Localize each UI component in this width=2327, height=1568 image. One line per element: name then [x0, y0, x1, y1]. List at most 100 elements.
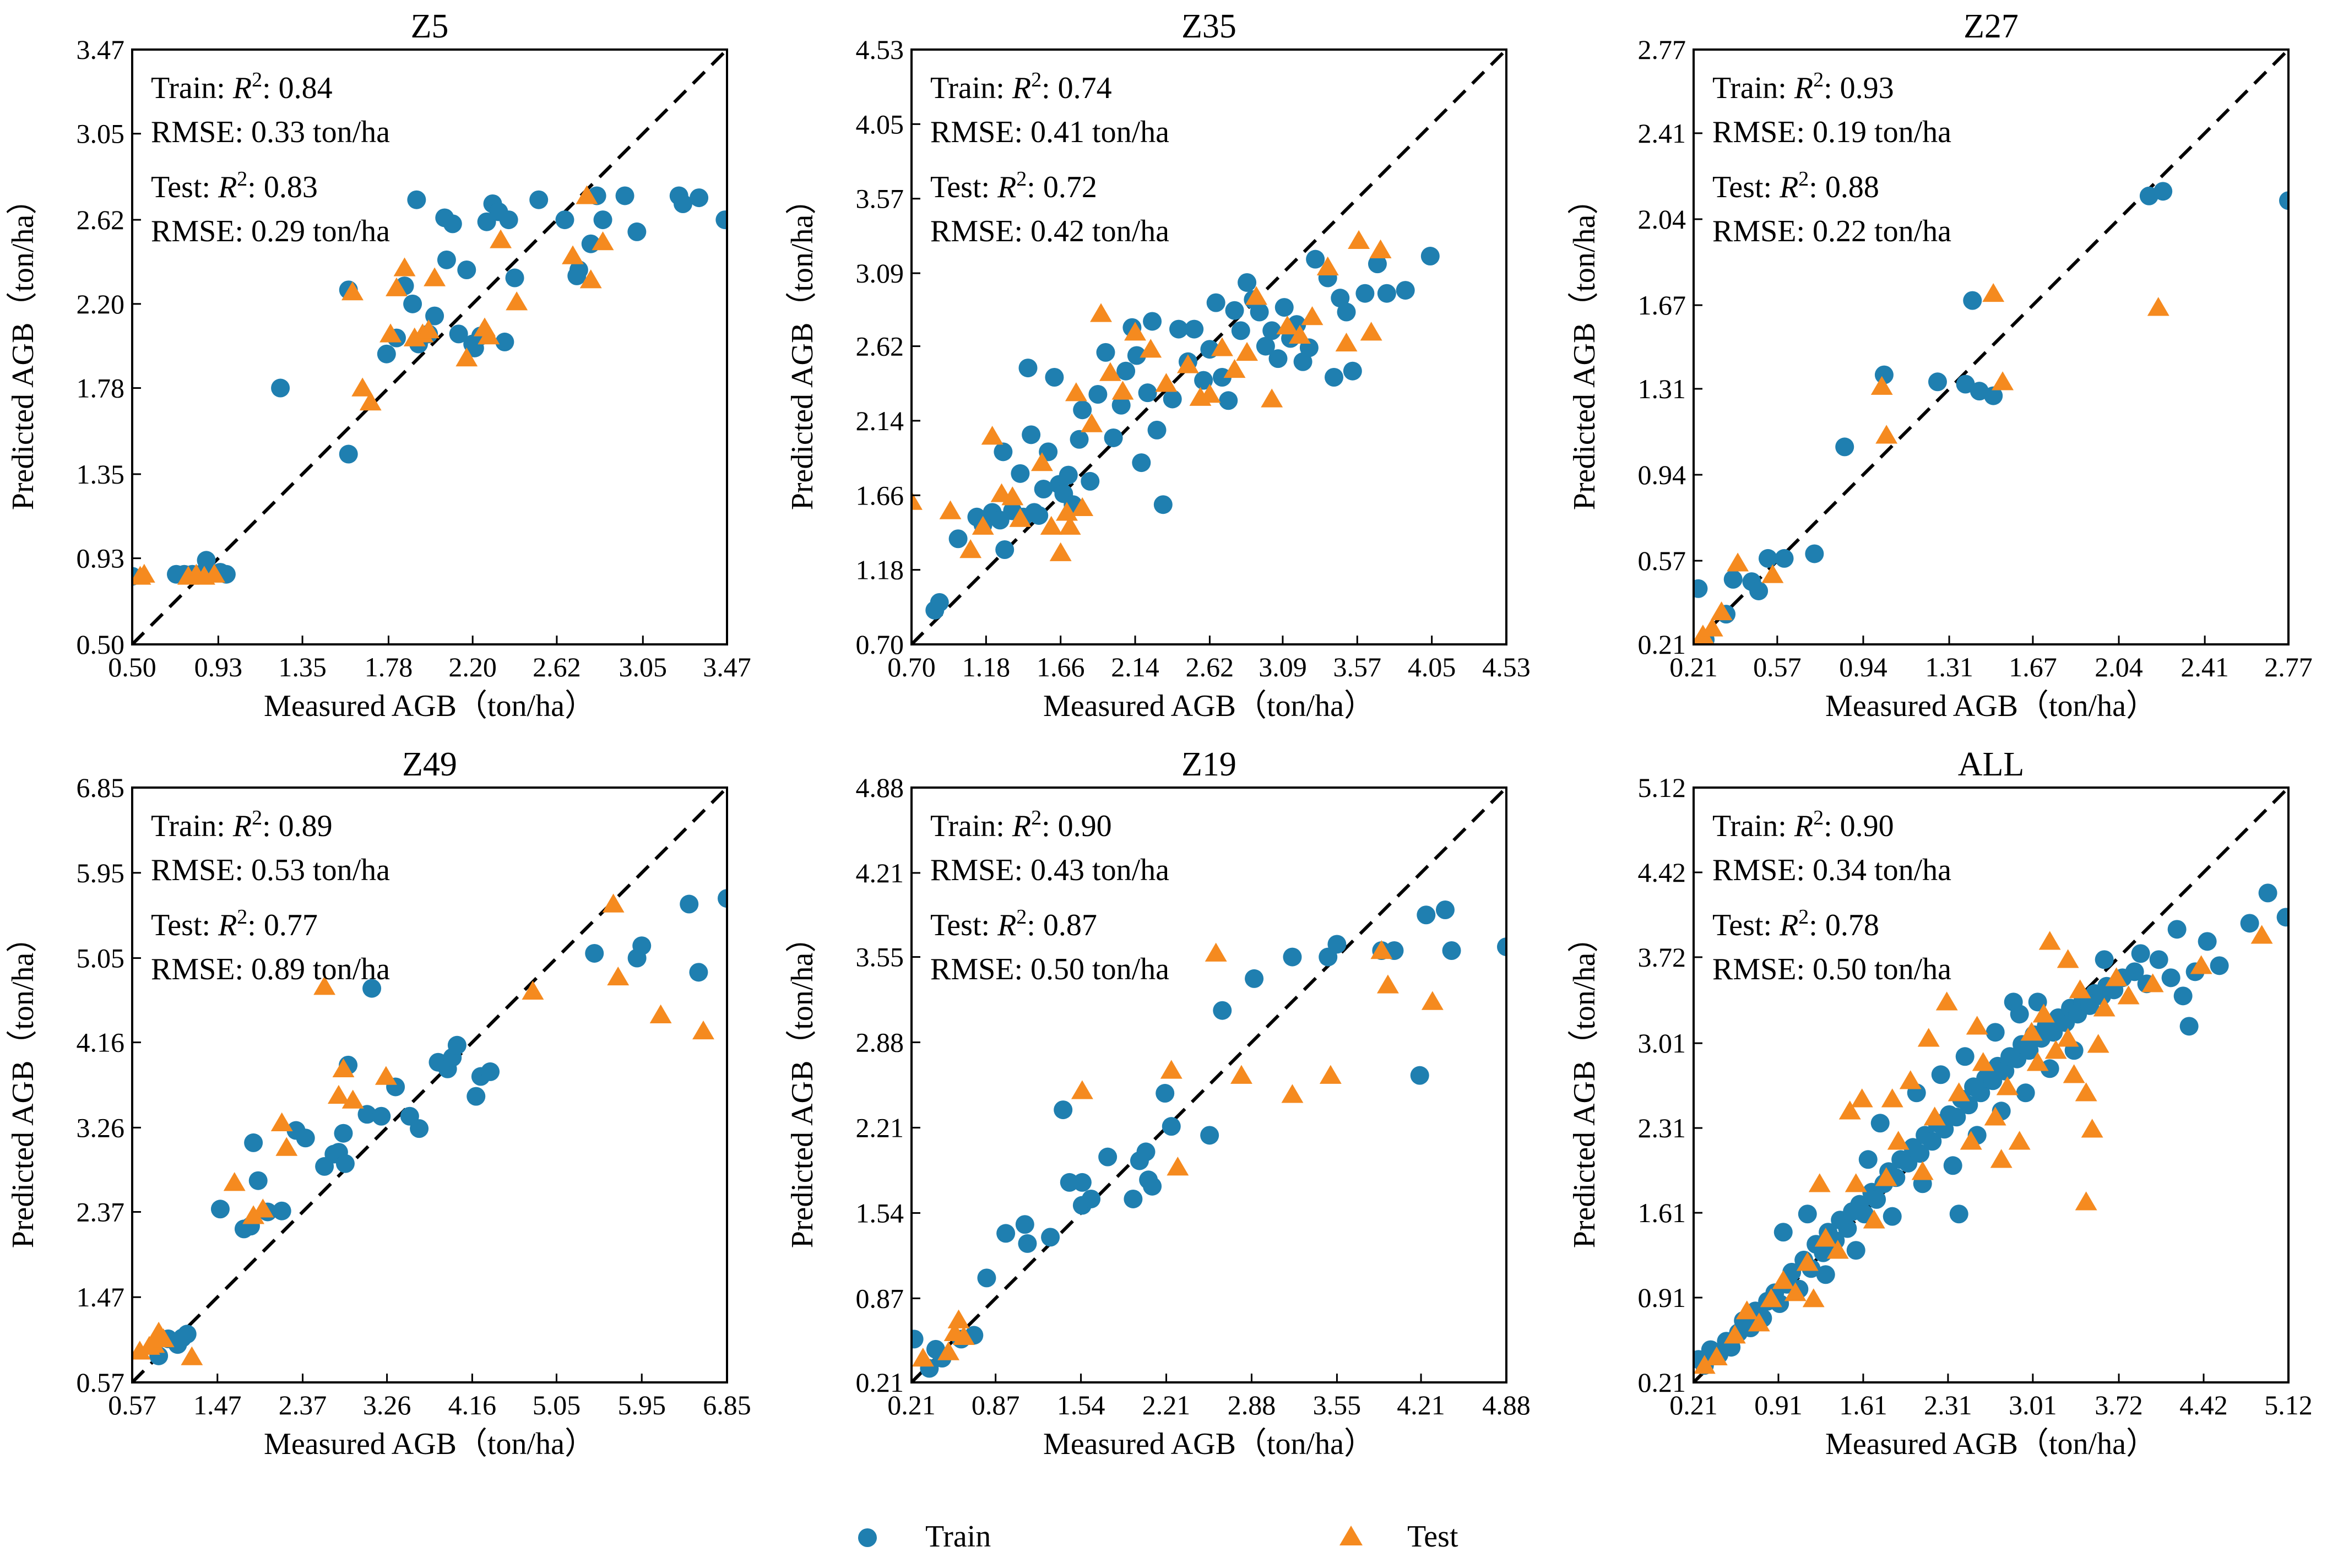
test-point — [1808, 1173, 1831, 1192]
x-tick-label: 1.35 — [278, 652, 327, 682]
x-tick-label: 2.14 — [1111, 652, 1159, 682]
test-point — [1710, 601, 1733, 621]
train-point — [1072, 1173, 1092, 1192]
test-rmse-text: RMSE: 0.22 ton/ha — [1712, 214, 1951, 248]
test-point — [1124, 322, 1147, 341]
test-point — [1276, 315, 1299, 335]
y-tick-label: 0.21 — [856, 1367, 904, 1398]
x-tick-label: 0.50 — [108, 652, 156, 682]
panel-title: Z35 — [1181, 8, 1236, 45]
axes-frame — [1693, 48, 2290, 645]
axes-frame — [131, 48, 728, 645]
test-point — [1966, 1016, 1988, 1035]
test-point — [2044, 1040, 2067, 1059]
test-point — [1935, 991, 1958, 1011]
train-point — [2240, 914, 2259, 933]
y-axis-label: Predicted AGB（ton/ha） — [785, 184, 820, 511]
test-point — [327, 1084, 350, 1104]
train-point — [1136, 1142, 1156, 1162]
test-point — [2057, 1028, 2079, 1047]
test-point — [1911, 1161, 1934, 1180]
test-point — [1881, 1088, 1903, 1108]
test-point — [2032, 1003, 2055, 1023]
test-point — [1071, 1080, 1093, 1099]
train-point — [1096, 343, 1115, 362]
test-point — [1421, 991, 1444, 1010]
test-rmse-text: RMSE: 0.89 ton/ha — [151, 952, 390, 986]
y-tick-label: 1.47 — [77, 1282, 125, 1312]
train-point — [1874, 365, 1894, 384]
train-point — [2276, 908, 2288, 927]
test-point — [1319, 1065, 1342, 1084]
test-point — [1735, 1300, 1758, 1320]
y-tick-label: 4.53 — [856, 34, 904, 65]
test-r2-text: Test: R2: 0.88 — [1712, 167, 1879, 204]
test-point — [981, 426, 1004, 445]
test-point — [1090, 303, 1112, 322]
x-axis-label: Measured AGB（ton/ha） — [1043, 689, 1375, 723]
test-point — [393, 257, 416, 276]
train-point — [244, 1133, 263, 1152]
train-point — [1420, 247, 1440, 266]
y-tick-label: 1.18 — [856, 555, 904, 585]
y-tick-label: 2.20 — [77, 289, 125, 319]
train-point — [2279, 191, 2288, 210]
x-tick-label: 3.26 — [363, 1390, 411, 1420]
test-r2-text: Test: R2: 0.87 — [930, 905, 1097, 942]
x-tick-label: 2.21 — [1142, 1390, 1191, 1420]
test-point — [1360, 322, 1382, 341]
train-point — [1213, 1001, 1232, 1020]
train-point — [1138, 383, 1157, 403]
train-r2-text: Train: R2: 0.90 — [930, 806, 1112, 843]
train-r2-text: Train: R2: 0.93 — [1712, 68, 1894, 105]
train-point — [372, 1106, 391, 1126]
train-point — [555, 210, 574, 230]
test-point — [1814, 1228, 1837, 1247]
test-point — [2117, 985, 2140, 1005]
train-point — [996, 1224, 1016, 1243]
y-tick-label: 0.21 — [1638, 629, 1686, 660]
x-tick-label: 3.09 — [1259, 652, 1307, 682]
x-tick-label: 2.41 — [2180, 652, 2229, 682]
test-point — [2141, 973, 2164, 992]
y-tick-label: 1.31 — [1638, 373, 1686, 404]
test-point — [1996, 1076, 2019, 1095]
train-point — [1162, 1117, 1181, 1136]
train-point — [437, 250, 456, 269]
data-points — [1694, 883, 2288, 1375]
train-point — [1231, 321, 1250, 340]
x-tick-label: 0.21 — [1669, 652, 1718, 682]
test-point — [1990, 1149, 2013, 1168]
test-point — [1851, 1088, 1873, 1108]
train-point — [1377, 284, 1396, 303]
x-tick-label: 2.04 — [2095, 652, 2143, 682]
test-point — [912, 491, 923, 510]
test-point — [2087, 1034, 2109, 1053]
x-axis-label: Measured AGB（ton/ha） — [1825, 689, 2157, 723]
train-point — [1245, 969, 1264, 988]
train-point — [593, 210, 612, 230]
test-point — [1236, 341, 1259, 361]
test-point — [1071, 497, 1094, 517]
y-tick-label: 2.41 — [1638, 118, 1686, 149]
train-point — [1225, 301, 1244, 320]
test-point — [1863, 1209, 1885, 1229]
y-tick-label: 0.91 — [1638, 1282, 1686, 1313]
panel-z19: Z19 0.210.21 0.87 0.87 1.54 1.54 2.21 2.21 2.88 2… — [785, 746, 1531, 1461]
test-point — [1001, 486, 1024, 506]
train-point — [1015, 1215, 1034, 1234]
test-point — [1899, 1070, 1922, 1089]
panel-title: Z5 — [411, 8, 449, 45]
train-point — [1947, 1108, 1966, 1127]
train-point — [1963, 291, 1982, 310]
train-point — [1984, 386, 2003, 405]
train-point — [407, 190, 426, 209]
test-point — [379, 323, 402, 343]
legend: Train Test — [858, 1520, 1458, 1554]
test-point — [1160, 1060, 1183, 1079]
test-point — [143, 1334, 165, 1353]
train-point — [1995, 1061, 2015, 1081]
test-point — [2075, 1191, 2097, 1211]
data-points — [132, 889, 727, 1365]
train-point — [1858, 1150, 1878, 1169]
